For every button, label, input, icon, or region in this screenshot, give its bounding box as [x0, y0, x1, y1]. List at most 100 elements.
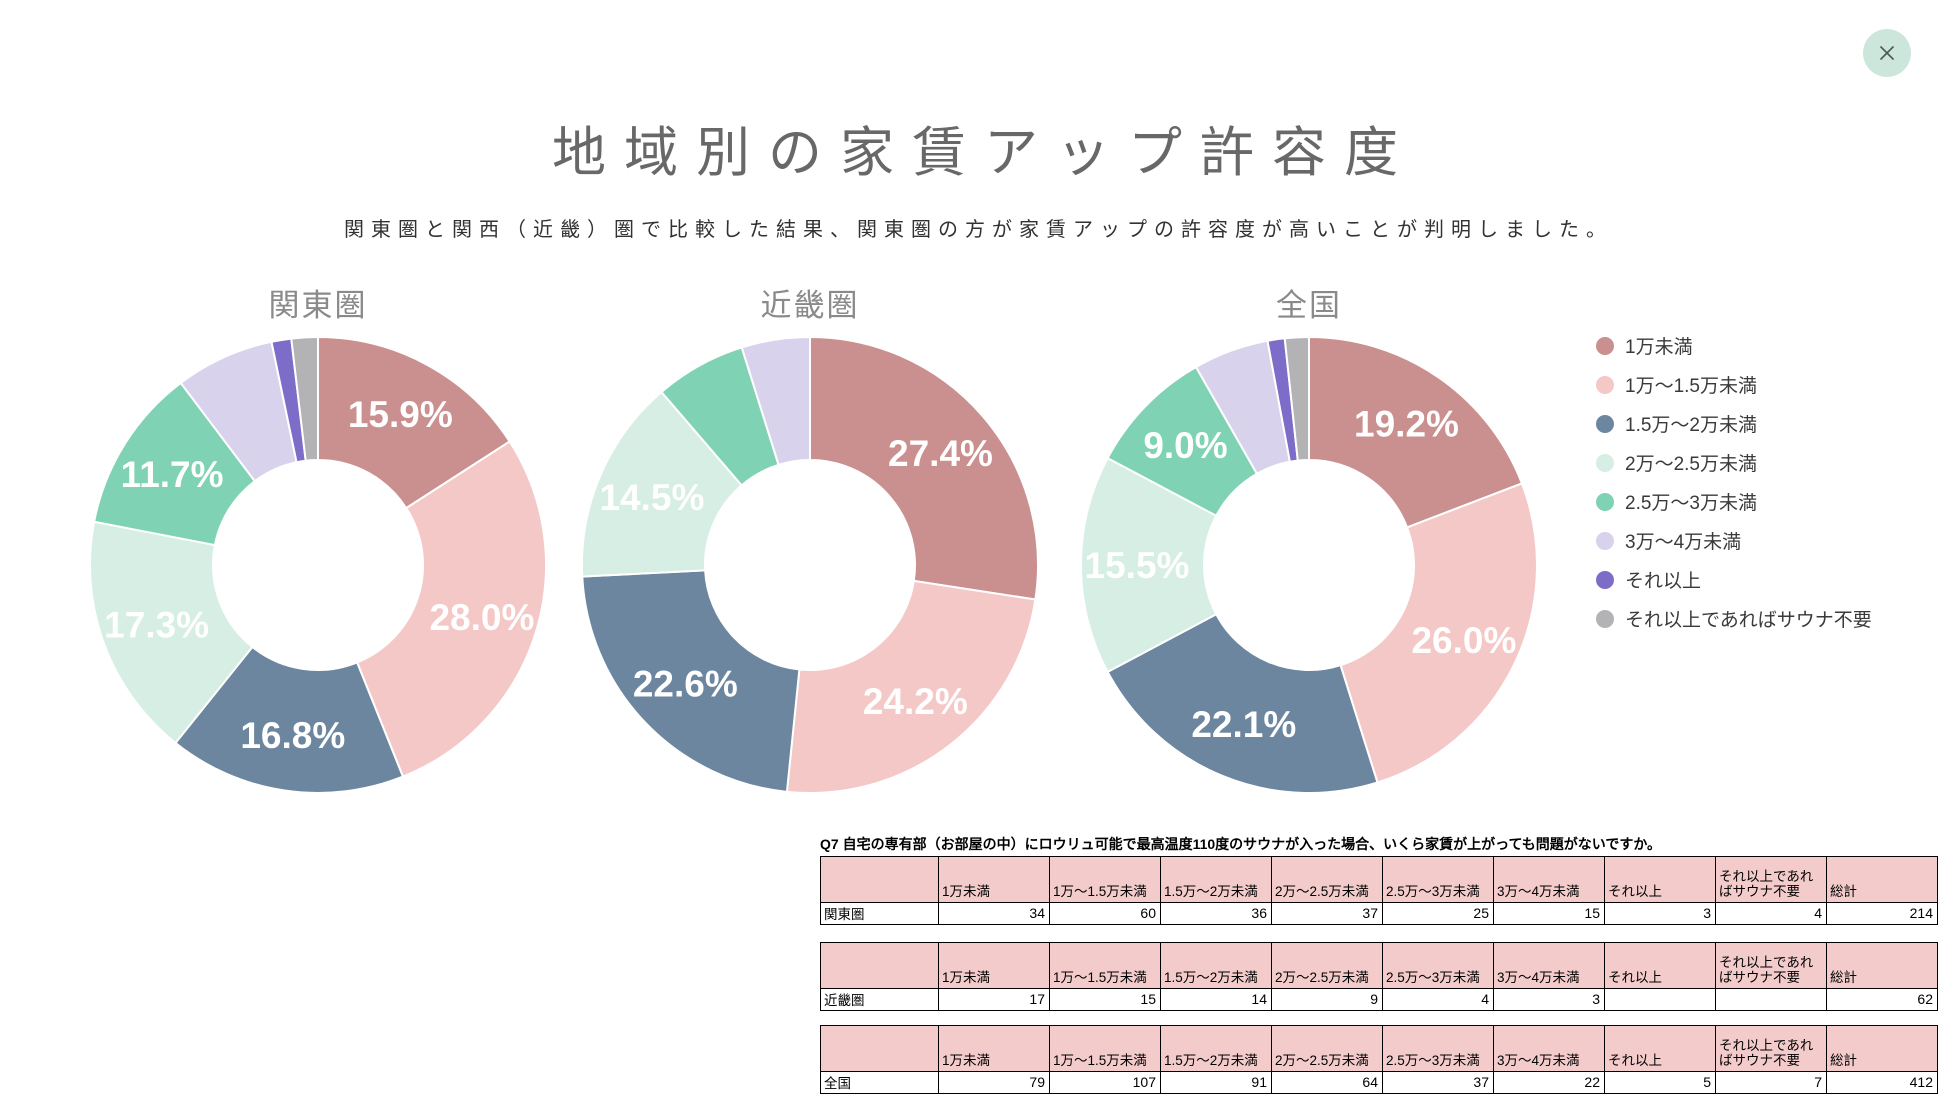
donut-slice-1-3[interactable]	[580, 390, 744, 578]
table-row-label: 近畿圏	[820, 988, 939, 1011]
table-header-cell: それ以上	[1604, 856, 1716, 903]
donut-slice-2-3[interactable]	[1080, 456, 1218, 674]
table-cell: 25	[1382, 902, 1494, 925]
donut-slice-2-7[interactable]	[1283, 335, 1310, 462]
slice-percent-label-1-1: 24.2%	[863, 681, 968, 722]
close-icon	[1879, 45, 1895, 61]
legend-item-3[interactable]: 2万〜2.5万未満	[1596, 443, 1872, 482]
table-header-cell: それ以上であればサウナ不要	[1715, 856, 1827, 903]
table-cell: 9	[1271, 988, 1383, 1011]
donut-slice-2-0[interactable]	[1308, 335, 1524, 529]
donut-slice-0-2[interactable]	[174, 645, 405, 794]
table-cell: 37	[1271, 902, 1383, 925]
slice-percent-label-2-4: 9.0%	[1143, 425, 1227, 466]
table-caption: Q7 自宅の専有部（お部屋の中）にロウリュ可能で最高温度110度のサウナが入った…	[820, 836, 1662, 852]
slice-percent-label-2-0: 19.2%	[1354, 403, 1459, 444]
legend-item-4[interactable]: 2.5万〜3万未満	[1596, 482, 1872, 521]
table-header-cell: 1万〜1.5万未満	[1049, 1025, 1161, 1072]
table-header-cell: 3万〜4万未満	[1493, 942, 1605, 989]
slice-percent-label-2-2: 22.1%	[1191, 704, 1296, 745]
legend-item-1[interactable]: 1万〜1.5万未満	[1596, 365, 1872, 404]
table-cell: 64	[1271, 1071, 1383, 1094]
slice-percent-label-0-2: 16.8%	[240, 715, 345, 756]
legend-item-0[interactable]: 1万未満	[1596, 326, 1872, 365]
table-cell	[1715, 988, 1827, 1011]
table-cell: 91	[1160, 1071, 1272, 1094]
chart-legend: 1万未満 1万〜1.5万未満 1.5万〜2万未満 2万〜2.5万未満 2.5万〜3万未満…	[1596, 326, 1872, 638]
table-header-cell: 1.5万〜2万未満	[1160, 856, 1272, 903]
table-cell: 14	[1160, 988, 1272, 1011]
legend-item-2[interactable]: 1.5万〜2万未満	[1596, 404, 1872, 443]
table-header-cell: 2万〜2.5万未満	[1271, 942, 1383, 989]
table-cell: 36	[1160, 902, 1272, 925]
donut-slice-1-2[interactable]	[581, 569, 801, 793]
table-cell: 37	[1382, 1071, 1494, 1094]
table-cell: 4	[1382, 988, 1494, 1011]
donut-slice-1-1[interactable]	[785, 579, 1037, 794]
table-cell: 107	[1049, 1071, 1161, 1094]
close-button[interactable]	[1863, 29, 1911, 77]
donut-slice-1-0[interactable]	[809, 335, 1039, 601]
table-header-cell: 1万〜1.5万未満	[1049, 856, 1161, 903]
table-header-cell: 2.5万〜3万未満	[1382, 942, 1494, 989]
legend-swatch-icon	[1596, 609, 1614, 628]
table-header-cell: それ以上	[1604, 1025, 1716, 1072]
table-cell: 214	[1826, 902, 1938, 925]
legend-item-5[interactable]: 3万〜4万未満	[1596, 521, 1872, 560]
donut-slice-1-5[interactable]	[740, 335, 811, 467]
slice-percent-label-1-3: 14.5%	[599, 477, 704, 518]
table-cell: 4	[1715, 902, 1827, 925]
table-header-cell: 1万未満	[938, 942, 1050, 989]
table-header-cell: 総計	[1826, 1025, 1938, 1072]
legend-swatch-icon	[1596, 531, 1614, 550]
chart-title-0: 関東圏	[268, 288, 368, 323]
table-cell: 5	[1604, 1071, 1716, 1094]
table-header-cell: それ以上であればサウナ不要	[1715, 1025, 1827, 1072]
table-row-label: 全国	[820, 1071, 939, 1094]
table-header-cell: 1万〜1.5万未満	[1049, 942, 1161, 989]
legend-label: 3万〜4万未満	[1625, 532, 1742, 553]
table-header-cell: 総計	[1826, 942, 1938, 989]
donut-slice-2-1[interactable]	[1339, 482, 1538, 784]
slice-percent-label-1-2: 22.6%	[633, 664, 738, 705]
table-cell: 62	[1826, 988, 1938, 1011]
donut-slice-0-3[interactable]	[89, 520, 254, 745]
slice-percent-label-2-3: 15.5%	[1085, 545, 1190, 586]
donut-slice-0-1[interactable]	[355, 440, 547, 778]
slice-percent-label-0-3: 17.3%	[104, 604, 209, 645]
table-cell: 15	[1493, 902, 1605, 925]
donut-chart-2: 全国 19.2% 26.0% 22.1% 15.5% 9.0%	[1074, 278, 1544, 808]
legend-item-7[interactable]: それ以上であればサウナ不要	[1596, 599, 1872, 638]
legend-swatch-icon	[1596, 375, 1614, 394]
table-row-label: 関東圏	[820, 902, 939, 925]
table-header-cell: それ以上であればサウナ不要	[1715, 942, 1827, 989]
table-header-cell: 3万〜4万未満	[1493, 856, 1605, 903]
data-table-1: 1万未満 1万〜1.5万未満 1.5万〜2万未満 2万〜2.5万未満 2.5万〜3万未満…	[820, 942, 1938, 1011]
donut-slice-0-7[interactable]	[290, 335, 319, 462]
table-header-cell: それ以上	[1604, 942, 1716, 989]
donut-slice-0-0[interactable]	[317, 335, 512, 510]
table-header-cell: 2.5万〜3万未満	[1382, 1025, 1494, 1072]
legend-swatch-icon	[1596, 570, 1614, 589]
table-cell	[1604, 988, 1716, 1011]
legend-swatch-icon	[1596, 336, 1614, 355]
chart-title-1: 近畿圏	[760, 288, 860, 323]
legend-label: それ以上であればサウナ不要	[1625, 610, 1872, 631]
table-cell: 412	[1826, 1071, 1938, 1094]
table-header-cell: 1万未満	[938, 856, 1050, 903]
donut-chart-1: 近畿圏 27.4% 24.2% 22.6% 14.5%	[575, 278, 1045, 808]
table-cell: 3	[1493, 988, 1605, 1011]
table-header-cell	[820, 942, 939, 989]
page-subtitle: 関東圏と関西（近畿）圏で比較した結果、関東圏の方が家賃アップの許容度が高いことが…	[344, 219, 1613, 241]
slice-percent-label-0-1: 28.0%	[429, 597, 534, 638]
table-cell: 3	[1604, 902, 1716, 925]
table-header-cell: 3万〜4万未満	[1493, 1025, 1605, 1072]
slice-percent-label-0-4: 11.7%	[121, 454, 224, 495]
legend-item-6[interactable]: それ以上	[1596, 560, 1872, 599]
donut-slice-2-2[interactable]	[1106, 612, 1379, 794]
legend-swatch-icon	[1596, 453, 1614, 472]
table-header-cell: 2万〜2.5万未満	[1271, 1025, 1383, 1072]
chart-title-2: 全国	[1276, 288, 1342, 323]
table-cell: 22	[1493, 1071, 1605, 1094]
